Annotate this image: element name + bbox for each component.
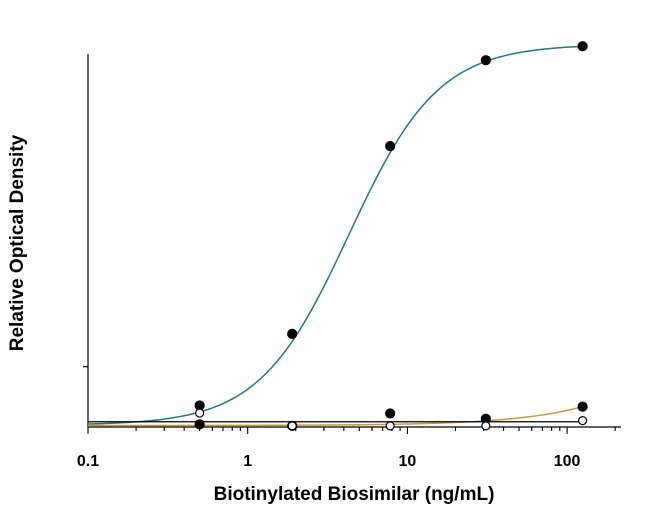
data-point-series-3 bbox=[577, 415, 588, 426]
data-point-series-1 bbox=[480, 55, 491, 66]
x-tick-label-1: 1 bbox=[243, 453, 252, 470]
x-axis-title: Biotinylated Biosimilar (ng/mL) bbox=[214, 484, 495, 505]
data-point-series-2 bbox=[577, 401, 588, 412]
fit-curve-series-1 bbox=[87, 45, 583, 425]
y-axis-title: Relative Optical Density bbox=[7, 134, 28, 351]
fit-curve-series-2 bbox=[88, 405, 583, 427]
data-point-series-3 bbox=[195, 408, 205, 418]
x-tick-label-2: 10 bbox=[399, 453, 417, 470]
data-point-series-1 bbox=[577, 41, 588, 52]
data-point-series-2 bbox=[385, 408, 396, 419]
fit-curves bbox=[87, 45, 583, 427]
data-points bbox=[194, 41, 588, 431]
x-tick-label-3: 100 bbox=[554, 453, 581, 470]
data-point-series-3 bbox=[481, 421, 491, 431]
data-point-series-1 bbox=[287, 328, 298, 339]
x-tick-label-0: 0.1 bbox=[77, 453, 99, 470]
data-point-series-1 bbox=[385, 141, 396, 152]
data-point-series-2 bbox=[194, 419, 205, 430]
tick-labels: 0.1 1 10 100 bbox=[77, 453, 581, 470]
data-point-series-3 bbox=[287, 421, 297, 431]
data-point-series-3 bbox=[385, 421, 395, 431]
axes bbox=[83, 54, 621, 434]
